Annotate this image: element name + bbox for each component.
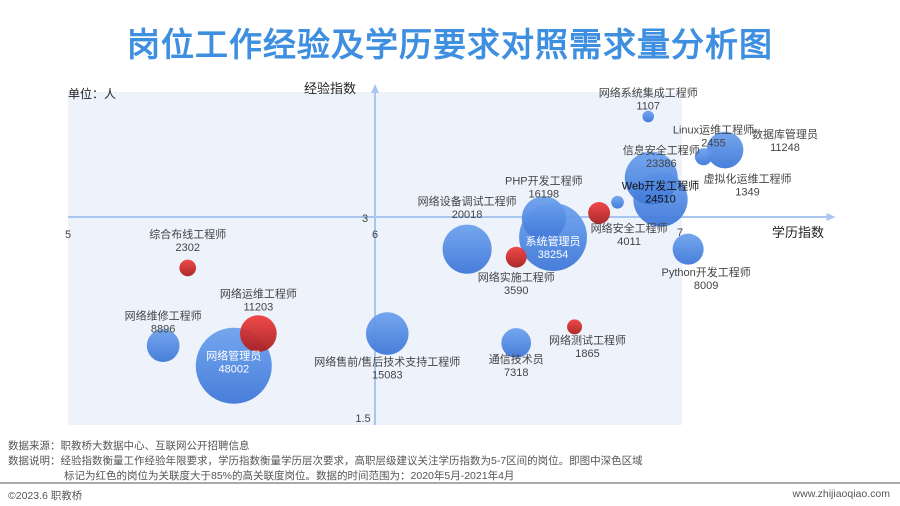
x-tick-label: 6: [372, 229, 378, 241]
bubble: [567, 319, 583, 335]
bubble: [179, 259, 197, 277]
bubble: [521, 196, 566, 241]
bubble-label: 数据库管理员: [752, 127, 818, 141]
bubble: [611, 195, 624, 209]
bubble-value: 11248: [770, 142, 800, 154]
bubble: [146, 329, 180, 362]
bubble-label: 系统管理员: [526, 234, 581, 248]
bubble: [501, 328, 532, 358]
bubble-value: 23386: [646, 158, 677, 170]
bubble-value: 1107: [636, 101, 660, 113]
bubble-value: 20018: [452, 209, 483, 221]
copyright: ©2023.6 职教桥: [8, 490, 83, 502]
bubble: [442, 224, 492, 274]
bubble-value: 1865: [575, 348, 599, 360]
x-axis-title: 学历指数: [772, 225, 824, 240]
bubble-label: PHP开发工程师: [505, 173, 583, 187]
bubble: [694, 148, 713, 166]
bubble-label: 网络安全工程师: [591, 221, 668, 235]
bubble-label: 网络测试工程师: [549, 333, 626, 347]
x-axis-arrow: [826, 213, 836, 221]
bubble-value: 16198: [529, 188, 560, 200]
bubble-value: 38254: [538, 249, 569, 261]
bubble-value: 4011: [617, 236, 641, 248]
bubble-label: Web开发工程师: [622, 179, 699, 193]
bubble-value: 1349: [735, 186, 759, 198]
y-axis-title: 经验指数: [304, 81, 356, 96]
chart-title: 岗位工作经验及学历要求对照需求量分析图: [127, 26, 773, 63]
bubble: [588, 201, 611, 224]
bubble-label: 信息安全工程师: [623, 143, 700, 157]
bubble-label: 网络维修工程师: [125, 309, 202, 323]
bubble-label: 综合布线工程师: [149, 227, 226, 241]
bubble-label: 网络售前/售后技术支持工程师: [314, 355, 460, 369]
x-tick-label: 7: [677, 227, 683, 239]
bubble: [505, 246, 527, 268]
bubble-value: 7318: [504, 367, 528, 379]
bubble: [642, 110, 655, 123]
source-note: 数据来源：职教桥大数据中心、互联网公开招聘信息: [8, 440, 250, 452]
bubble-value: 2302: [175, 242, 199, 254]
unit-label: 单位：人: [68, 86, 116, 101]
bubble-value: 8009: [694, 280, 718, 292]
bubble-label: 网络实施工程师: [478, 270, 555, 284]
bubble-value: 2455: [701, 138, 725, 150]
bubble-value: 3590: [504, 285, 528, 297]
bubble: [239, 315, 277, 352]
website-link[interactable]: www.zhijiaoqiao.com: [792, 488, 890, 500]
bubble-value: 24510: [645, 194, 676, 206]
bubble-label: Python开发工程师: [662, 265, 751, 279]
bubble-label: 虚拟化运维工程师: [704, 171, 792, 185]
bubble-label: 网络管理员: [206, 349, 261, 363]
bubble: [706, 131, 744, 169]
x-tick-label: 5: [65, 229, 71, 241]
bubble: [365, 312, 409, 355]
y-tick-label: 1.5: [355, 413, 370, 425]
description-note: 数据说明：经验指数衡量工作经验年限要求，学历指数衡量学历层次要求，高职层级建议关…: [8, 455, 643, 467]
bubble-label: 通信技术员: [489, 353, 544, 366]
bubble: [672, 233, 704, 265]
bubble-value: 48002: [218, 364, 249, 376]
footer-divider: [0, 482, 900, 484]
bubble-value: 11203: [243, 302, 273, 314]
bubble-label: 网络设备调试工程师: [418, 194, 517, 208]
description-note-2: 标记为红色的岗位为关联度大于85%的高关联度岗位。数据的时间范围为：2020年5…: [64, 470, 515, 482]
bubble-label: 网络运维工程师: [220, 287, 297, 301]
bubble-label: Linux运维工程师: [673, 124, 754, 137]
y-tick-label: 3: [362, 213, 368, 225]
bubble-value: 8896: [151, 324, 175, 336]
bubble: [624, 151, 678, 205]
bubble-label: 网络系统集成工程师: [599, 86, 698, 100]
bubble-value: 15083: [372, 370, 403, 382]
y-axis-arrow: [371, 84, 379, 93]
